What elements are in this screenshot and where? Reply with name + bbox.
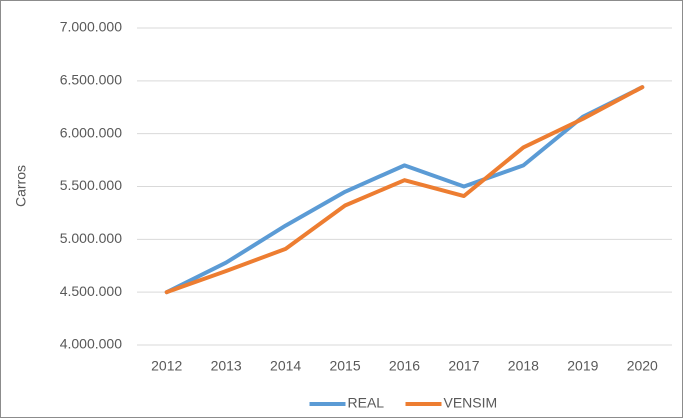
x-tick-label: 2016 [389, 358, 420, 374]
y-tick-label: 4.500.000 [60, 283, 122, 299]
series-line [164, 85, 645, 295]
legend-label: VENSIM [444, 395, 498, 411]
x-tick-label: 2017 [448, 358, 479, 374]
y-tick-label: 5.500.000 [60, 177, 122, 193]
x-tick-label: 2015 [329, 358, 360, 374]
y-tick-label: 6.000.000 [60, 124, 122, 140]
legend-label: REAL [348, 395, 385, 411]
y-tick-label: 5.000.000 [60, 230, 122, 246]
y-tick-label: 6.500.000 [60, 72, 122, 88]
x-tick-label: 2012 [151, 358, 182, 374]
x-tick-label: 2019 [567, 358, 598, 374]
y-tick-label: 7.000.000 [60, 19, 122, 35]
y-axis-label: Carros [13, 165, 29, 207]
y-tick-label: 4.000.000 [60, 336, 122, 352]
series-line [164, 85, 645, 295]
x-tick-label: 2014 [270, 358, 301, 374]
x-tick-label: 2018 [508, 358, 539, 374]
x-tick-label: 2020 [627, 358, 658, 374]
x-tick-label: 2013 [211, 358, 242, 374]
